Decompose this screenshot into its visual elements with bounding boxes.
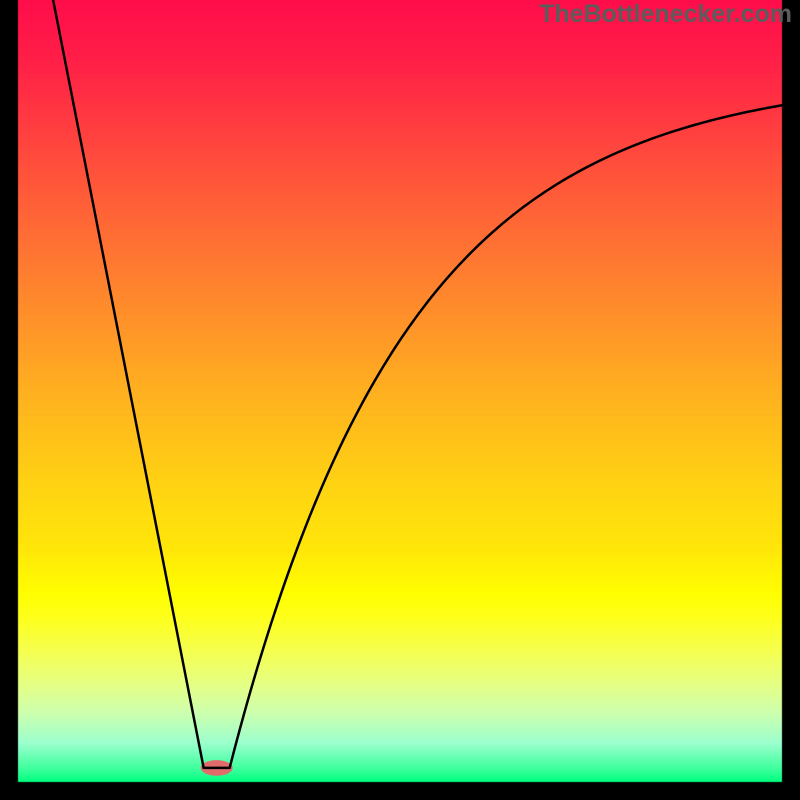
chart-container: TheBottlenecker.com	[0, 0, 800, 800]
gradient-background	[0, 0, 800, 800]
